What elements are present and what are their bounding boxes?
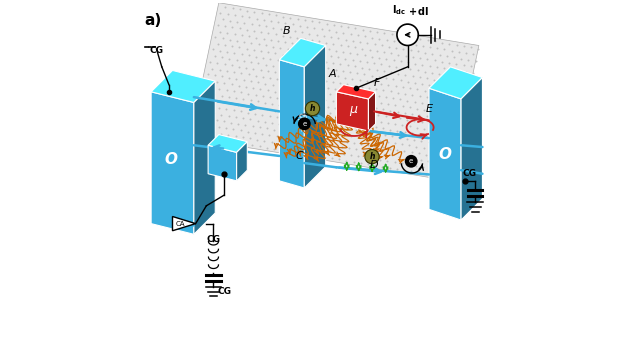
Text: CG: CG [149,46,163,55]
Polygon shape [429,88,461,220]
Text: CA: CA [176,221,185,227]
Polygon shape [237,142,248,181]
Text: e: e [409,158,413,164]
Circle shape [306,102,319,116]
Text: $\mathbf{+\,dI}$: $\mathbf{+\,dI}$ [408,5,429,17]
Polygon shape [208,145,237,181]
Text: B: B [283,26,290,36]
Circle shape [365,149,379,164]
Text: O: O [438,147,452,162]
Text: A: A [329,69,336,79]
Polygon shape [151,70,215,103]
Polygon shape [173,216,196,231]
Polygon shape [304,46,326,188]
Polygon shape [194,81,215,234]
Text: D: D [369,160,378,170]
Text: a): a) [144,13,161,28]
Text: $\delta\mu_{FC}$: $\delta\mu_{FC}$ [294,111,311,134]
Polygon shape [190,3,479,181]
Text: E: E [425,104,433,114]
Text: h: h [369,152,375,161]
Text: F: F [374,78,381,88]
Text: $\mathbf{I_{dc}}$: $\mathbf{I_{dc}}$ [392,3,406,17]
Polygon shape [461,78,483,220]
Text: C: C [295,151,303,161]
Polygon shape [279,60,304,188]
Polygon shape [336,85,375,99]
Text: CG: CG [463,169,477,178]
Circle shape [405,155,418,168]
Text: h: h [310,104,315,113]
Circle shape [298,117,311,130]
Text: e: e [302,121,306,127]
Polygon shape [429,67,483,99]
Text: O: O [164,152,177,167]
Polygon shape [279,38,326,67]
Text: $\mu$: $\mu$ [348,104,358,118]
Polygon shape [208,135,248,152]
Text: CG: CG [207,235,220,244]
Polygon shape [369,92,375,131]
Circle shape [397,24,418,46]
Polygon shape [151,92,194,234]
Text: CG: CG [217,287,231,296]
Polygon shape [336,92,369,131]
